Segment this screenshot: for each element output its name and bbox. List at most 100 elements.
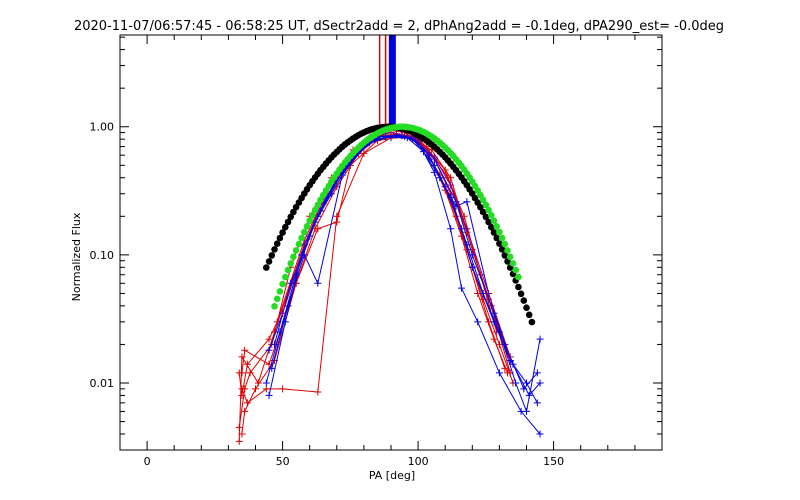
blue-traces-point: [463, 198, 471, 206]
plot-area: [235, 35, 544, 445]
green-model-point: [290, 253, 297, 261]
green-model-point: [504, 247, 511, 254]
blue-traces-point: [512, 379, 520, 387]
y-axis-label: Normalized Flux: [70, 212, 83, 301]
green-model-point: [477, 191, 484, 199]
blue-traces-point: [490, 309, 498, 317]
green-model-point: [284, 266, 292, 274]
purple-trace-point: [463, 225, 471, 233]
black-model-point: [479, 208, 487, 216]
green-model-point: [306, 217, 314, 224]
black-model-point: [520, 297, 528, 304]
red-traces-point: [238, 369, 246, 377]
blue-traces-point: [474, 318, 482, 326]
green-model-point: [493, 223, 501, 230]
black-model-point: [523, 304, 530, 312]
black-model-point: [485, 218, 492, 226]
black-model-point: [488, 223, 495, 231]
green-model-point: [479, 196, 487, 204]
purple-trace-point: [506, 353, 514, 361]
black-model-point: [290, 208, 297, 216]
purple-trace-point: [279, 309, 287, 317]
blue-traces-point: [495, 369, 503, 377]
green-model: [271, 123, 522, 310]
blue-traces-point: [523, 407, 530, 415]
blue-traces-point: [314, 279, 322, 287]
green-model-point: [488, 212, 495, 219]
blue-traces-point: [509, 360, 517, 368]
blue-traces-point: [265, 346, 273, 354]
red-traces-point: [333, 218, 341, 226]
red-traces-point: [243, 399, 251, 407]
black-model-point: [265, 258, 273, 265]
green-model-point: [301, 228, 308, 236]
blue-traces-point: [262, 379, 270, 387]
blue-traces-point: [525, 391, 533, 399]
green-model-point: [498, 234, 506, 242]
red-traces-point: [265, 335, 273, 343]
blue-traces-point: [536, 430, 544, 438]
blue-traces-point: [457, 284, 465, 292]
chart-title: 2020-11-07/06:57:45 - 06:58:25 UT, dSect…: [74, 19, 724, 34]
green-model-point: [317, 196, 324, 204]
x-tick-label: 0: [144, 455, 151, 468]
red-traces-point: [333, 212, 341, 220]
blue-traces-point: [447, 194, 455, 202]
blue-traces-point: [447, 225, 455, 233]
red-traces-point: [314, 388, 322, 396]
x-tick-label: 50: [276, 455, 290, 468]
green-model-point: [496, 228, 503, 236]
green-model-point: [512, 266, 519, 274]
black-model-point: [501, 252, 509, 259]
red-traces-point: [279, 385, 287, 393]
green-model-point: [295, 240, 303, 248]
red-traces-point: [235, 437, 243, 445]
x-tick-label: 150: [543, 455, 564, 468]
red-traces-point: [241, 346, 249, 354]
blue-marker: [388, 35, 396, 124]
blue-traces-point: [281, 318, 289, 326]
green-model-point: [509, 260, 517, 267]
blue-traces-point: [536, 379, 544, 387]
green-model-point: [287, 260, 295, 267]
black-model-point: [279, 229, 286, 236]
y-tick-label: 1.00: [90, 121, 115, 134]
black-model-point: [282, 223, 289, 231]
green-model-point: [292, 247, 300, 254]
black-model-point: [268, 252, 276, 259]
black-model-point: [517, 290, 525, 298]
blue-traces-point: [270, 340, 278, 348]
green-model-point: [271, 303, 278, 310]
red-marker: [378, 35, 387, 124]
blue-traces-point: [533, 369, 541, 377]
black-model-point: [496, 240, 503, 247]
green-model-point: [482, 201, 490, 209]
red-traces-point: [243, 360, 251, 368]
x-axis-label: PA [deg]: [369, 469, 415, 482]
red-traces-point: [501, 364, 509, 372]
green-model-point: [273, 295, 281, 303]
black-model-point: [271, 246, 278, 253]
green-model-point: [501, 240, 509, 248]
y-tick-label: 0.01: [90, 377, 115, 390]
green-model-point: [506, 253, 514, 261]
green-model-point: [515, 273, 522, 281]
black-model-point: [515, 283, 522, 291]
black-model-point: [490, 229, 498, 236]
purple-trace-point: [447, 181, 455, 189]
blue-traces-point: [430, 161, 438, 169]
red-traces-point: [254, 379, 262, 387]
blue-traces-point: [536, 335, 544, 343]
black-model-point: [273, 240, 281, 247]
green-model-point: [311, 206, 319, 214]
red-traces-point: [238, 385, 246, 393]
blue-traces-point: [287, 279, 295, 287]
green-model-point: [298, 234, 305, 242]
black-model-point: [287, 213, 295, 221]
red-traces-point: [252, 385, 259, 393]
green-model-point: [276, 288, 284, 295]
black-model-point: [525, 311, 533, 319]
x-tick-label: 100: [408, 455, 429, 468]
